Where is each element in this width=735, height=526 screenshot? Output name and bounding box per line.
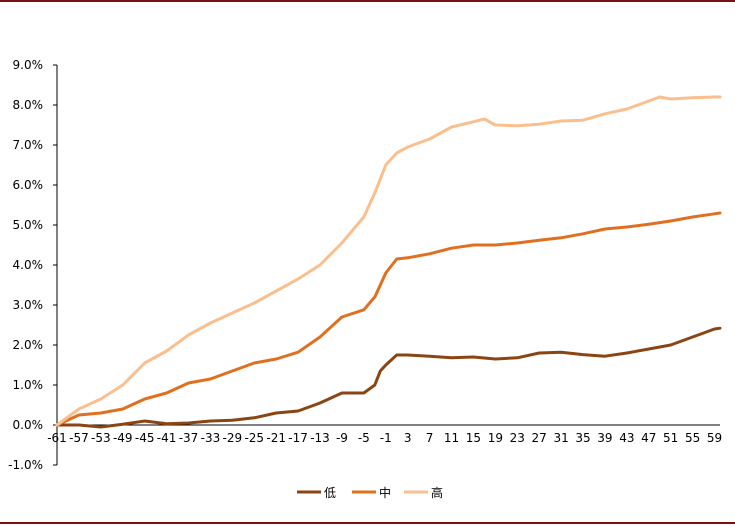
- y-tick-label: 0.0%: [13, 418, 44, 432]
- legend-label: 高: [431, 485, 443, 500]
- x-tick-label: 3: [404, 431, 412, 445]
- x-axis: -61 -57 -53 -49 -45 -41 -37 -33 -29 -25 -21 -17 -13-…: [47, 424, 722, 445]
- x-tick-label: 31: [553, 431, 568, 445]
- y-tick-label: 4.0%: [13, 258, 44, 272]
- x-tick-label: 15: [466, 431, 481, 445]
- x-tick-label: 19: [488, 431, 503, 445]
- x-tick-label: -9: [336, 431, 348, 445]
- x-tick-label: 27: [532, 431, 547, 445]
- x-tick-label: -17: [288, 431, 308, 445]
- x-tick-label: -37: [179, 431, 199, 445]
- y-tick-label: 9.0%: [13, 58, 44, 72]
- x-tick-label: -57: [69, 431, 89, 445]
- x-tick-label: -53: [91, 431, 111, 445]
- series-lines: [55, 95, 722, 429]
- x-tick-label: 39: [597, 431, 612, 445]
- x-tick-label: 47: [641, 431, 656, 445]
- y-tick-label: 5.0%: [13, 218, 44, 232]
- x-tick-label: -5: [358, 431, 370, 445]
- series-line-2: [55, 95, 722, 427]
- legend: 低中高: [297, 485, 443, 500]
- y-tick-label: 6.0%: [13, 178, 44, 192]
- y-tick-label: 1.0%: [13, 378, 44, 392]
- x-tick-label: -29: [223, 431, 243, 445]
- x-tick-label: -33: [201, 431, 221, 445]
- x-tick-label: -41: [157, 431, 177, 445]
- x-tick-label: 43: [619, 431, 634, 445]
- x-tick-label: -49: [113, 431, 133, 445]
- x-tick-label: 35: [575, 431, 590, 445]
- x-tick-label: 7: [426, 431, 434, 445]
- y-tick-label: 3.0%: [13, 298, 44, 312]
- x-tick-label: -25: [244, 431, 264, 445]
- series-line-0: [55, 326, 722, 429]
- y-tick-label: 8.0%: [13, 98, 44, 112]
- x-tick-label: 59: [707, 431, 722, 445]
- x-tick-label: 11: [444, 431, 459, 445]
- x-tick-label: -21: [266, 431, 286, 445]
- y-axis: -1.0% 0.0% 1.0% 2.0% 3.0% 4.0% 5.0% 6.0% 7.0% 8.0…: [8, 58, 58, 472]
- x-tick-label: -45: [135, 431, 155, 445]
- y-tick-label: 2.0%: [13, 338, 44, 352]
- x-tick-label: -61: [47, 431, 67, 445]
- x-tick-label: 51: [663, 431, 678, 445]
- x-tick-label: -1: [380, 431, 392, 445]
- x-tick-label: -13: [310, 431, 330, 445]
- x-tick-label: 55: [685, 431, 700, 445]
- x-tick-label: 23: [510, 431, 525, 445]
- y-tick-label: -1.0%: [8, 458, 43, 472]
- bottom-rule: [0, 522, 735, 524]
- legend-label: 低: [324, 486, 336, 500]
- top-rule: [0, 0, 735, 2]
- y-tick-label: 7.0%: [13, 138, 44, 152]
- series-line-1: [55, 211, 722, 427]
- legend-label: 中: [379, 485, 391, 500]
